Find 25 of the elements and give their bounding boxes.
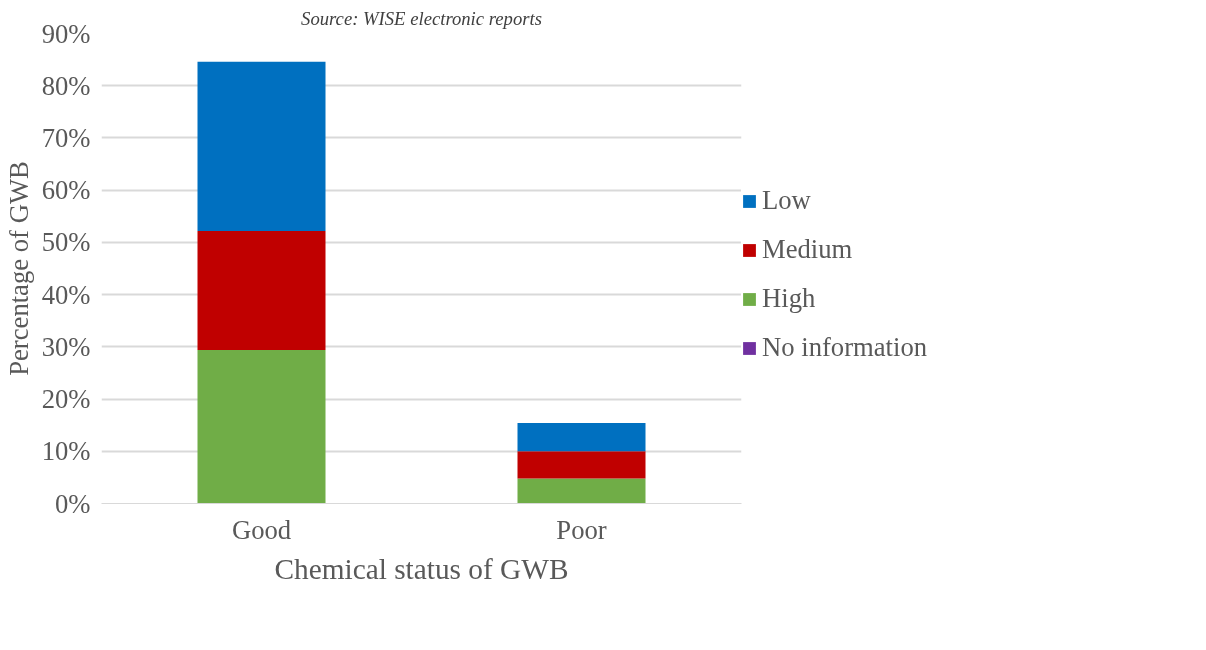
source-note: Source: WISE electronic reports <box>301 7 542 29</box>
y-tick-label: 20% <box>41 384 91 415</box>
bar <box>197 61 326 231</box>
y-tick-label: 10% <box>41 436 91 467</box>
x-tick-label: Poor <box>556 514 607 545</box>
y-tick-label: 90% <box>41 18 91 49</box>
legend-label: High <box>762 283 816 314</box>
bar <box>197 230 326 350</box>
x-tick-label: Good <box>231 514 292 545</box>
y-tick-label: 50% <box>41 227 91 258</box>
legend-label: No information <box>762 332 928 363</box>
y-tick-label: 80% <box>41 70 91 101</box>
bar <box>517 451 646 479</box>
x-axis-title: Chemical status of GWB <box>274 552 569 585</box>
y-tick-label: 70% <box>41 122 91 153</box>
y-tick-label: 60% <box>41 175 91 206</box>
bar <box>517 478 646 504</box>
y-tick-label: 40% <box>41 279 91 310</box>
legend-label: Low <box>762 185 811 216</box>
y-axis-title: Percentage of GWB <box>3 161 34 376</box>
y-tick-label: 30% <box>41 331 91 362</box>
bar <box>517 423 646 452</box>
bar <box>197 349 326 504</box>
legend-label: Medium <box>762 234 853 265</box>
y-tick-label: 0% <box>54 488 91 519</box>
